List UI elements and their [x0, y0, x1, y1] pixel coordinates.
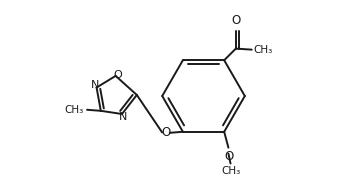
Text: CH₃: CH₃ — [221, 166, 240, 176]
Text: N: N — [119, 112, 127, 122]
Text: O: O — [225, 150, 234, 163]
Text: N: N — [91, 80, 100, 90]
Text: O: O — [161, 126, 171, 139]
Text: O: O — [113, 70, 122, 80]
Text: CH₃: CH₃ — [253, 45, 273, 55]
Text: CH₃: CH₃ — [65, 105, 84, 115]
Text: O: O — [231, 14, 240, 27]
